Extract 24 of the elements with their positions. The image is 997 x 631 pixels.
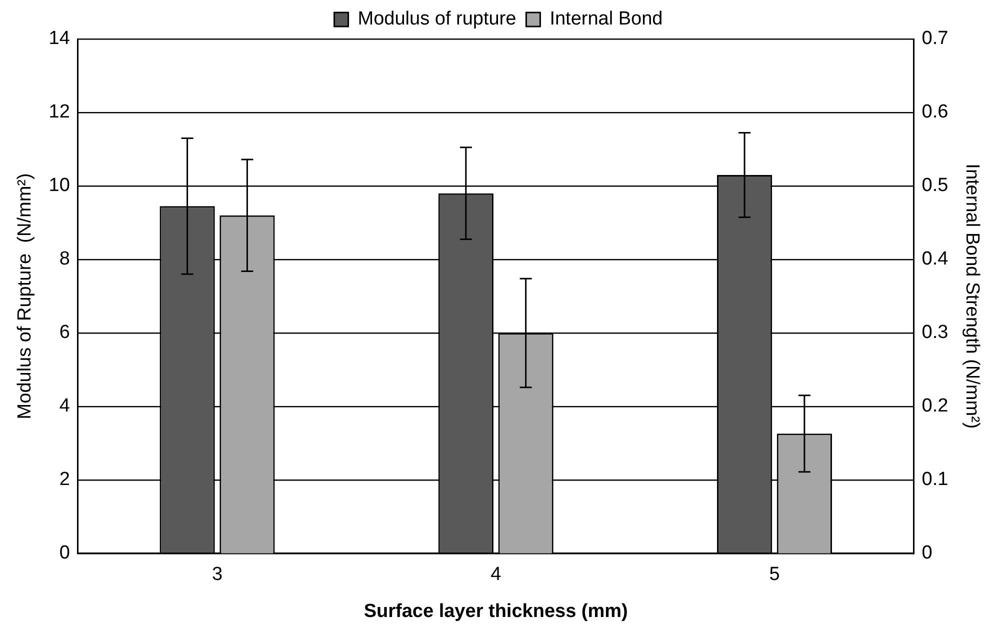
y-tick-label: 10 bbox=[48, 175, 70, 196]
y-axis-title: Modulus of Rupture (N/mm²) bbox=[14, 173, 36, 420]
y-tick-label: 2 bbox=[59, 469, 70, 490]
y-tick-label: 4 bbox=[59, 396, 70, 417]
y-tick-label: 6 bbox=[59, 322, 70, 344]
y2-tick-label: 0.4 bbox=[922, 248, 949, 270]
y-tick-label: 8 bbox=[59, 248, 70, 270]
y-tick-label: 14 bbox=[48, 28, 70, 50]
y2-tick-label: 0 bbox=[922, 542, 932, 564]
y2-tick-label: 0.6 bbox=[922, 102, 948, 123]
y2-tick-label: 0.7 bbox=[922, 28, 948, 50]
y2-axis-title: Internal Bond Strength (N/mm²) bbox=[961, 164, 982, 429]
y2-tick-label: 0.5 bbox=[922, 175, 948, 196]
x-axis-title: Surface layer thickness (mm) bbox=[364, 600, 628, 622]
y-tick-label: 12 bbox=[48, 102, 70, 123]
x-tick-label: 5 bbox=[769, 564, 780, 586]
y2-tick-label: 0.2 bbox=[922, 396, 948, 417]
y2-tick-label: 0.1 bbox=[922, 469, 948, 490]
legend-label: Modulus of rupture bbox=[358, 8, 516, 30]
y-tick-label: 0 bbox=[59, 542, 70, 564]
x-tick-label: 3 bbox=[212, 564, 223, 586]
y2-tick-label: 0.3 bbox=[922, 322, 948, 344]
x-tick-label: 4 bbox=[490, 564, 502, 586]
legend-label: Internal Bond bbox=[550, 8, 663, 30]
